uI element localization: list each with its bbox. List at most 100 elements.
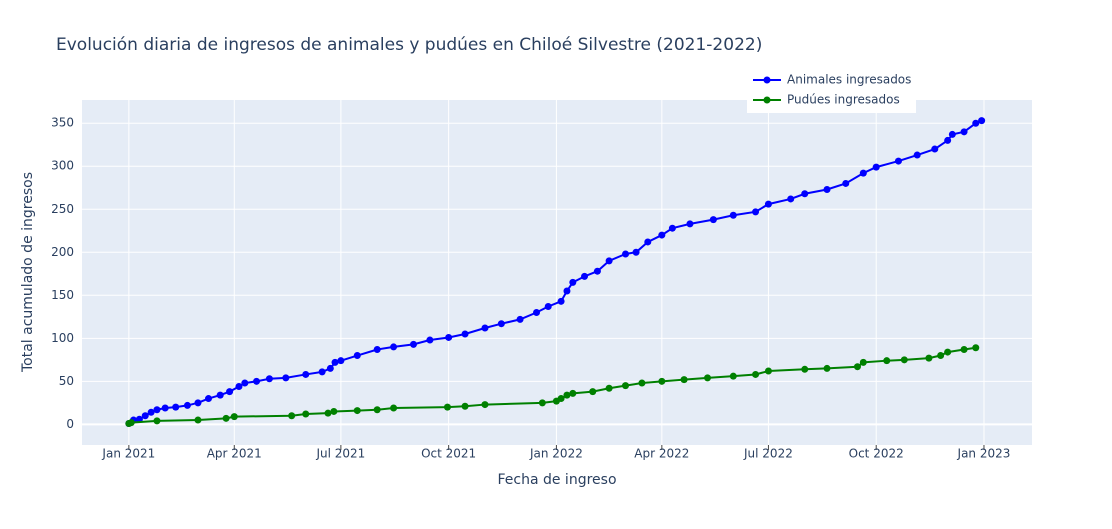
point	[787, 195, 795, 203]
point	[563, 391, 571, 399]
point	[481, 401, 489, 409]
point	[194, 399, 202, 407]
point	[752, 370, 760, 378]
point	[147, 408, 155, 416]
point	[972, 119, 980, 127]
point	[390, 343, 398, 351]
y-tick-label: 250	[51, 202, 74, 216]
point	[205, 395, 213, 403]
point	[622, 250, 630, 258]
point	[972, 344, 980, 352]
point	[900, 356, 908, 364]
point	[764, 367, 772, 375]
legend	[747, 70, 916, 113]
point	[978, 117, 986, 125]
point	[172, 403, 180, 411]
point	[944, 136, 952, 144]
point	[544, 302, 552, 310]
point	[948, 130, 956, 138]
legend-marker	[763, 96, 771, 104]
x-tick-label: Jan 2022	[529, 447, 583, 461]
point	[729, 372, 737, 380]
point	[461, 402, 469, 410]
point	[373, 406, 381, 414]
point	[153, 406, 161, 414]
point	[823, 364, 831, 372]
point	[605, 257, 613, 265]
x-axis-title: Fecha de ingreso	[497, 472, 616, 488]
point	[569, 389, 577, 397]
point	[497, 320, 505, 328]
point	[324, 409, 332, 417]
point	[853, 363, 861, 371]
point	[960, 128, 968, 136]
point	[960, 346, 968, 354]
point	[872, 163, 880, 171]
point	[235, 382, 243, 390]
point	[390, 404, 398, 412]
x-tick-label: Apr 2021	[207, 447, 262, 461]
point	[638, 379, 646, 387]
point	[931, 145, 939, 153]
point	[183, 401, 191, 409]
point	[632, 248, 640, 256]
point	[373, 346, 381, 354]
y-tick-label: 300	[51, 159, 74, 173]
point	[226, 388, 234, 396]
point	[764, 200, 772, 208]
point	[704, 374, 712, 382]
point	[752, 208, 760, 216]
y-tick-label: 200	[51, 245, 74, 259]
point	[302, 410, 310, 418]
legend-label: Pudúes ingresados	[787, 93, 900, 107]
point	[135, 415, 143, 423]
point	[253, 377, 261, 385]
point	[330, 407, 338, 415]
point	[658, 231, 666, 239]
point	[913, 151, 921, 159]
point	[331, 358, 339, 366]
y-tick-label: 50	[59, 374, 74, 388]
point	[801, 365, 809, 373]
point	[709, 216, 717, 224]
point	[801, 190, 809, 198]
point	[410, 340, 418, 348]
x-tick-label: Jul 2021	[315, 447, 365, 461]
point	[557, 395, 565, 403]
point	[686, 220, 694, 228]
point	[563, 287, 571, 295]
point	[593, 267, 601, 275]
point	[729, 211, 737, 219]
point	[944, 348, 952, 356]
point	[859, 169, 867, 177]
x-tick-label: Apr 2022	[634, 447, 689, 461]
point	[265, 375, 273, 383]
point	[282, 374, 290, 382]
point	[445, 333, 453, 341]
point	[230, 413, 238, 421]
point	[241, 379, 249, 387]
x-tick-label: Jan 2023	[957, 447, 1011, 461]
point	[288, 412, 296, 420]
point	[894, 157, 902, 165]
point	[318, 368, 326, 376]
point	[589, 388, 597, 396]
point	[353, 407, 361, 415]
point	[680, 376, 688, 384]
point	[668, 224, 676, 232]
point	[581, 272, 589, 280]
point	[194, 416, 202, 424]
chart-title: Evolución diaria de ingresos de animales…	[56, 35, 762, 55]
point	[153, 417, 161, 425]
y-tick-label: 0	[66, 417, 74, 431]
point	[426, 336, 434, 344]
point	[337, 357, 345, 365]
point	[823, 185, 831, 193]
legend-label: Animales ingresados	[787, 73, 911, 87]
point	[925, 354, 933, 362]
x-tick-label: Oct 2022	[849, 447, 904, 461]
point	[443, 403, 451, 411]
point	[216, 391, 224, 399]
x-tick-label: Jan 2021	[101, 447, 155, 461]
